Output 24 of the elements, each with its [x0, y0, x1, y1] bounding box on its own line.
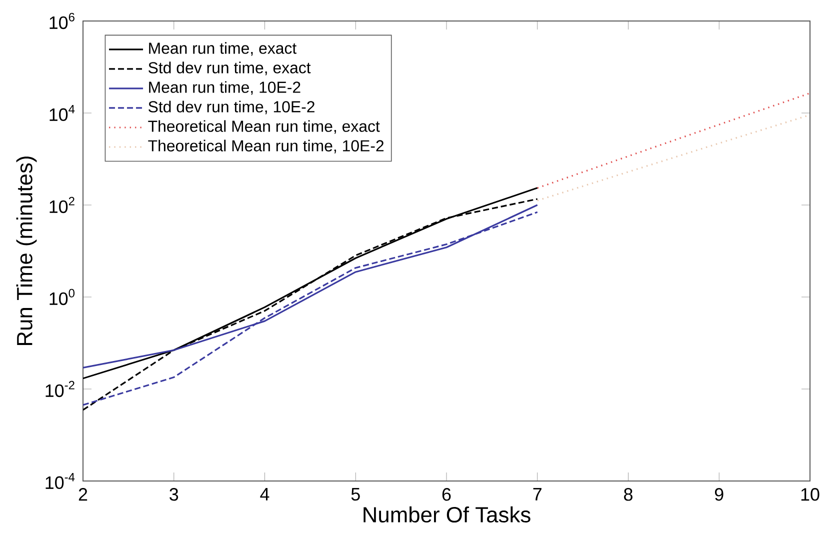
- x-tick-label: 2: [78, 488, 88, 501]
- x-tick-label: 3: [170, 488, 178, 501]
- y-axis-title: Run Time (minutes): [16, 156, 37, 345]
- x-tick-label: 4: [260, 488, 270, 500]
- y-tick-label: 10$^{4}$: [50, 104, 75, 122]
- x-tick-label: 10: [801, 488, 820, 501]
- x-tick-label: 7: [533, 488, 542, 500]
- legend-label: Theoretical Mean run time, exact: [148, 120, 380, 134]
- y-tick-label: 10$^{0}$: [50, 288, 74, 306]
- legend-label: Std dev run time, 10E-2: [148, 100, 314, 114]
- x-tick-label: 5: [351, 488, 360, 501]
- line-series: [536, 92, 810, 189]
- x-tick-label: 6: [442, 488, 451, 501]
- legend-label: Theoretical Mean run time, 10E-2: [148, 140, 384, 154]
- x-tick-label: 9: [714, 488, 724, 501]
- y-tick-label: 10$^{-4}$: [46, 473, 75, 490]
- legend-label: Mean run time, 10E-2: [149, 81, 300, 95]
- y-tick-label: 10$^{-2}$: [46, 380, 74, 398]
- y-tick-label: 10$^{2}$: [50, 196, 74, 214]
- y-tick-label: 10$^{6}$: [50, 12, 74, 30]
- legend-label: Std dev run time, exact: [148, 62, 311, 76]
- x-tick-label: 8: [624, 488, 632, 501]
- x-axis-title: Number Of Tasks: [364, 506, 530, 523]
- legend-label: Mean run time, exact: [149, 42, 297, 56]
